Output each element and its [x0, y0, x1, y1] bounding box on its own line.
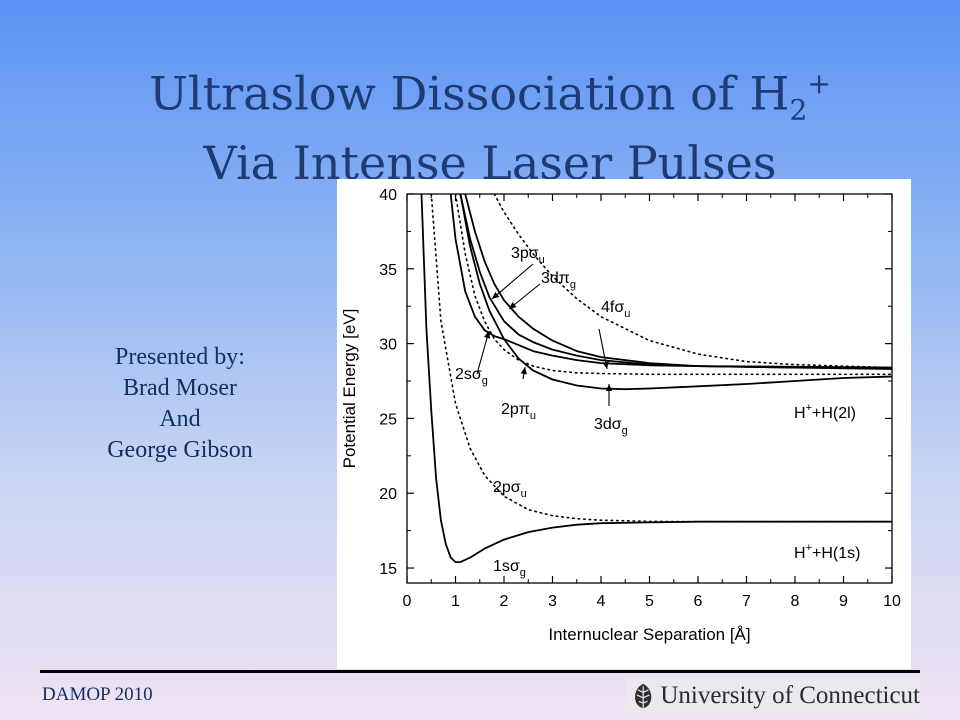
x-tick-label: 5 — [645, 593, 654, 610]
curves-group — [420, 194, 892, 564]
curve-3pσu — [459, 194, 892, 391]
presenter-line: Presented by: — [115, 344, 245, 370]
leader-arrowhead — [484, 331, 491, 339]
x-tick-label: 2 — [500, 593, 509, 610]
y-tick-label: 20 — [379, 486, 397, 503]
footer-conference: DAMOP 2010 — [42, 684, 153, 705]
x-tick-label: 4 — [597, 593, 606, 610]
leader-line — [491, 263, 534, 300]
presenter-line: And — [159, 406, 201, 432]
title-line-1: Ultraslow Dissociation of H2+ — [60, 58, 920, 137]
curve-1sσg — [420, 194, 892, 564]
title-main-text: Ultraslow Dissociation of H — [149, 66, 790, 121]
curve-annotation: 3dπg — [541, 270, 576, 291]
curve-4fσu — [493, 194, 892, 369]
curve-3dσg — [459, 194, 892, 370]
potential-energy-chart: 0 1 2 3 4 5 6 7 8 9 10 15 20 25 30 35 40 Internuclear Sep… — [340, 187, 901, 644]
title-subscript: 2 — [789, 93, 808, 127]
leader-arrowhead — [602, 361, 609, 369]
presenter-line: Brad Moser — [123, 375, 237, 401]
curve-annotation: 3pσu — [511, 245, 545, 266]
y-tick-label: 35 — [379, 262, 397, 279]
curve-annotation: 2pπu — [501, 401, 536, 422]
leader-arrowhead — [509, 302, 517, 309]
curve-annotation: 4fσu — [601, 299, 630, 320]
curve-2pσu — [430, 194, 892, 523]
x-tick-label: 6 — [694, 593, 703, 610]
presenter-line: George Gibson — [107, 437, 253, 463]
title-superscript: + — [807, 67, 831, 100]
y-axis-label: Potential Energy [eV] — [340, 309, 359, 469]
university-name: University of Connecticut — [660, 682, 920, 709]
x-tick-label: 8 — [791, 593, 800, 610]
leader-arrowhead — [520, 367, 527, 375]
x-tick-label: 0 — [403, 593, 412, 610]
curve-annotation: H++H(2l) — [794, 402, 856, 422]
curve-3dπg — [464, 194, 892, 369]
x-tick-label: 3 — [548, 593, 557, 610]
y-tick-label: 30 — [379, 337, 397, 354]
footer-divider — [40, 670, 920, 673]
leader-arrowhead — [492, 292, 500, 299]
x-tick-label: 7 — [742, 593, 751, 610]
curve-annotation: H++H(1s) — [794, 542, 860, 562]
curve-annotation: 3dσg — [594, 416, 628, 437]
x-tick-label: 1 — [451, 593, 460, 610]
potential-energy-figure: 0 1 2 3 4 5 6 7 8 9 10 15 20 25 30 35 40 Internuclear Sep… — [337, 179, 911, 669]
curve-annotation: 2pσu — [493, 479, 527, 500]
y-tick-label: 15 — [379, 561, 397, 578]
oak-leaf-icon — [635, 683, 652, 709]
curve-annotation: 2sσg — [455, 366, 488, 387]
curve-2sσg — [449, 194, 892, 369]
leader-arrowhead — [605, 384, 613, 391]
curve-annotation: 1sσg — [493, 558, 526, 579]
x-axis-label: Internuclear Separation [Å] — [548, 625, 750, 644]
x-tick-label: 10 — [883, 593, 901, 610]
presenter-block: Presented by: Brad Moser And George Gibs… — [55, 342, 305, 466]
leader-line — [476, 330, 490, 375]
x-tick-label: 9 — [839, 593, 848, 610]
y-tick-label: 25 — [379, 411, 397, 428]
curve-2pπu — [454, 194, 892, 376]
university-logo: University of Connecticut — [626, 678, 920, 714]
y-tick-label: 40 — [379, 187, 397, 204]
slide-title: Ultraslow Dissociation of H2+ Via Intens… — [60, 58, 920, 189]
